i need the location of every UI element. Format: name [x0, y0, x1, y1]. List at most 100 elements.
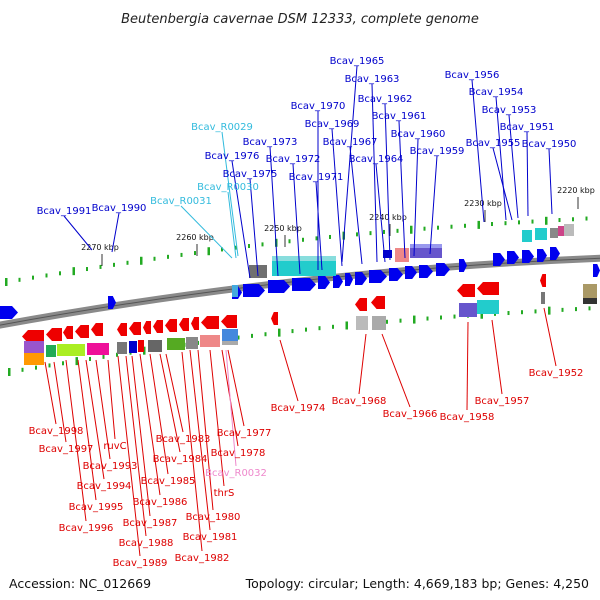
cog-box — [117, 342, 127, 354]
reverse-gene — [371, 296, 385, 309]
connector-Bcav_1975 — [249, 178, 259, 277]
connector-Bcav_1985 — [149, 353, 169, 475]
tick-dot — [8, 368, 11, 376]
label-Bcav_1960: Bcav_1960 — [391, 129, 446, 140]
label-Bcav_1975: Bcav_1975 — [223, 169, 278, 180]
tick-dot — [153, 256, 156, 261]
connector-Bcav_1995 — [77, 359, 97, 501]
tick-dot — [440, 315, 442, 320]
reverse-gene — [46, 328, 62, 341]
tick-dot — [102, 354, 105, 359]
tick-dot — [234, 245, 237, 250]
cog-box — [541, 292, 545, 304]
tick-dot — [477, 220, 480, 229]
tick-dot — [437, 225, 439, 230]
reverse-gene — [221, 315, 237, 328]
topology-text: Topology: circular; Length: 4,669,183 bp… — [245, 576, 589, 591]
tick-dot — [450, 224, 453, 229]
label-Bcav_1968: Bcav_1968 — [332, 396, 387, 407]
label-Bcav_1973: Bcav_1973 — [243, 137, 298, 148]
connector-Bcav_1969 — [331, 128, 343, 267]
reverse-gene — [355, 298, 367, 311]
connector-Bcav_1987 — [131, 355, 151, 517]
label-Bcav_1987: Bcav_1987 — [123, 518, 178, 529]
connector-Bcav_1997 — [53, 361, 67, 443]
reverse-gene — [63, 326, 73, 339]
tick-dot — [386, 319, 388, 324]
scale-tick-label: 2270 kbp — [81, 243, 119, 252]
cog-box — [558, 226, 564, 236]
label-Bcav_R0030: Bcav_R0030 — [197, 182, 259, 193]
cog-box — [186, 337, 198, 349]
tick-dot — [72, 267, 75, 276]
label-Bcav_1969: Bcav_1969 — [305, 119, 360, 130]
label-ruvC: ruvC — [103, 441, 126, 452]
accession-text: Accession: NC_012669 — [9, 576, 152, 591]
connector-Bcav_1994 — [85, 359, 105, 480]
tick-dot — [18, 277, 21, 282]
label-Bcav_1951: Bcav_1951 — [500, 122, 555, 133]
tick-dot — [113, 262, 115, 267]
tick-dot — [507, 311, 510, 316]
label-Bcav_1956: Bcav_1956 — [445, 70, 500, 81]
forward-gene — [108, 296, 116, 309]
cog-box — [222, 329, 238, 341]
connector-Bcav_1961 — [398, 120, 406, 259]
forward-gene — [522, 250, 534, 263]
label-Bcav_1952: Bcav_1952 — [529, 368, 584, 379]
connector-Bcav_1988 — [125, 355, 147, 537]
tick-dot — [369, 231, 372, 236]
label-Bcav_1977: Bcav_1977 — [217, 428, 272, 439]
tick-dot — [588, 306, 591, 311]
connector-Bcav_1982 — [181, 351, 203, 552]
tick-dot — [572, 217, 574, 222]
label-Bcav_1970: Bcav_1970 — [291, 101, 346, 112]
label-Bcav_1972: Bcav_1972 — [266, 154, 321, 165]
cog-box — [57, 344, 85, 356]
connector-Bcav_1955 — [492, 147, 513, 221]
forward-gene — [243, 284, 265, 297]
reverse-gene — [271, 312, 278, 325]
tick-dot — [143, 346, 146, 355]
connector-Bcav_1950 — [548, 148, 553, 215]
label-Bcav_1961: Bcav_1961 — [372, 111, 427, 122]
connector-Bcav_1962 — [384, 103, 391, 261]
label-Bcav_1994: Bcav_1994 — [77, 481, 132, 492]
gene-labels: Bcav_1965 Bcav_1963 Bcav_1962 Bcav_1961 Bcav… — [29, 56, 584, 569]
tick-dot — [399, 318, 402, 323]
label-Bcav_1962: Bcav_1962 — [358, 94, 413, 105]
cog-box — [46, 345, 56, 357]
connector-Bcav_1968 — [358, 333, 367, 395]
connector-Bcav_1953 — [508, 114, 519, 219]
cog-box — [372, 316, 386, 330]
connector-Bcav_1993 — [95, 359, 111, 460]
reverse-gene — [143, 321, 151, 334]
connector-Bcav_1981 — [189, 349, 211, 531]
connector-Bcav_1996 — [65, 359, 87, 522]
cog-box — [459, 303, 477, 317]
label-Bcav_1976: Bcav_1976 — [205, 151, 260, 162]
label-Bcav_1980: Bcav_1980 — [186, 512, 241, 523]
tick-dot — [575, 307, 577, 312]
label-Bcav_1955: Bcav_1955 — [466, 138, 521, 149]
label-Bcav_R0032: Bcav_R0032 — [205, 468, 267, 479]
connector-Bcav_1986 — [139, 353, 161, 496]
scale-tick-label: 2240 kbp — [369, 213, 407, 222]
cog-box — [129, 341, 137, 353]
connector-Bcav_1959 — [429, 155, 438, 255]
connector-Bcav_1980 — [197, 349, 214, 511]
tick-dot — [32, 275, 34, 280]
label-Bcav_1984: Bcav_1984 — [153, 454, 208, 465]
label-Bcav_1986: Bcav_1986 — [133, 497, 188, 508]
connector-Bcav_R0030 — [227, 191, 237, 259]
label-Bcav_1974: Bcav_1974 — [271, 403, 326, 414]
cog-box — [550, 228, 558, 238]
label-Bcav_1963: Bcav_1963 — [345, 74, 400, 85]
connector-Bcav_1960 — [413, 138, 419, 257]
cog-box — [200, 335, 220, 347]
label-Bcav_1958: Bcav_1958 — [440, 412, 495, 423]
label-Bcav_1988: Bcav_1988 — [119, 538, 174, 549]
label-Bcav_1982: Bcav_1982 — [175, 553, 230, 564]
tick-dot — [521, 310, 523, 315]
